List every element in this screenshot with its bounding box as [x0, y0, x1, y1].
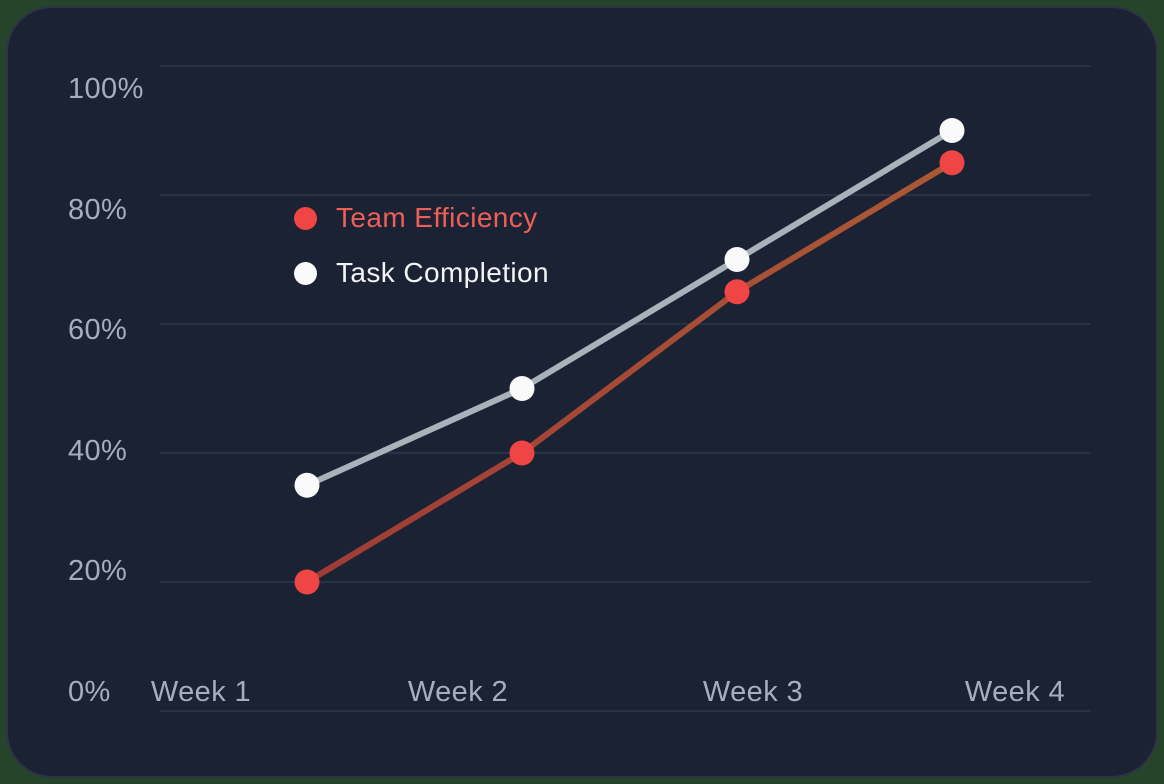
team-efficiency-point-week-4 — [939, 150, 965, 176]
x-axis-label-week-4: Week 4 — [964, 676, 1066, 708]
y-axis-label-40: 40% — [68, 434, 128, 467]
team-efficiency-point-week-3 — [724, 279, 750, 305]
task-completion-point-week-1 — [294, 472, 320, 498]
legend-label-task-completion: Task Completion — [336, 257, 549, 288]
legend-dot-task-completion-icon — [294, 261, 317, 285]
y-axis-label-20: 20% — [68, 555, 128, 588]
y-axis-label-100: 100% — [68, 73, 144, 105]
legend-label-team-efficiency: Team Efficiency — [336, 202, 538, 233]
team-efficiency-point-week-1 — [294, 569, 320, 595]
legend-item-team-efficiency: Team Efficiency — [294, 201, 549, 235]
legend-item-task-completion: Task Completion — [294, 256, 549, 290]
x-axis-label-week-3: Week 3 — [702, 676, 804, 708]
task-completion-point-week-2 — [509, 376, 535, 401]
chart-card — [6, 6, 1158, 778]
legend-dot-team-efficiency-icon — [294, 206, 317, 230]
x-axis-label-week-1: Week 1 — [150, 676, 252, 708]
y-axis-label-60: 60% — [68, 314, 128, 347]
team-efficiency-point-week-2 — [509, 440, 535, 466]
team-efficiency-line — [304, 159, 955, 585]
task-completion-line — [304, 127, 955, 489]
legend: Team Efficiency Task Completion — [294, 201, 549, 311]
x-axis-label-week-2: Week 2 — [407, 676, 509, 708]
task-completion-point-week-3 — [724, 247, 750, 272]
task-completion-point-week-4 — [939, 118, 965, 143]
y-axis-label-80: 80% — [68, 193, 128, 226]
y-axis-label-0: 0% — [68, 676, 111, 708]
